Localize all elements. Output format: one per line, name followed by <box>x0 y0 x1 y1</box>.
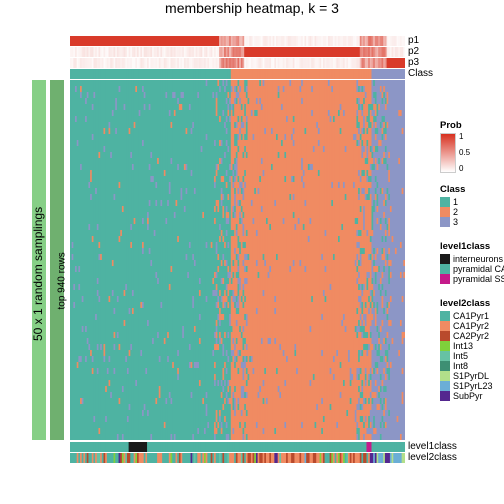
legend-label: CA1Pyr2 <box>453 321 489 331</box>
legend-swatch <box>440 381 450 391</box>
legend-level2: level2classCA1Pyr1CA1Pyr2CA2Pyr2Int13Int… <box>440 298 493 401</box>
legend-label: SubPyr <box>453 391 483 401</box>
legend-item: SubPyr <box>440 391 493 401</box>
legend-label: S1PyrL23 <box>453 381 493 391</box>
legend-item: pyramidal SS <box>440 274 504 284</box>
legend-label: 2 <box>453 207 458 217</box>
legend-swatch <box>440 371 450 381</box>
legend-swatch <box>440 217 450 227</box>
legend-prob-tick: 0.5 <box>459 148 470 157</box>
legend-swatch <box>440 311 450 321</box>
legend-label: S1PyrDL <box>453 371 489 381</box>
legend-swatch <box>440 264 450 274</box>
legend-level1-header: level1class <box>440 241 504 252</box>
legend-label: CA1Pyr1 <box>453 311 489 321</box>
legend-label: Int13 <box>453 341 473 351</box>
top-ann-2: p3 <box>408 57 419 68</box>
legend-swatch <box>440 391 450 401</box>
legend-swatch <box>440 197 450 207</box>
legend-class-header: Class <box>440 184 465 195</box>
legend-label: interneurons <box>453 254 503 264</box>
legend-class: Class 123 <box>440 184 465 227</box>
legend-swatch <box>440 274 450 284</box>
legend-swatch <box>440 254 450 264</box>
legend-swatch <box>440 207 450 217</box>
bottom-ann-1: level2class <box>408 452 457 463</box>
legend-swatch <box>440 321 450 331</box>
legend-prob-tick: 1 <box>459 132 463 141</box>
legend-item: Int13 <box>440 341 493 351</box>
legend-level2-header: level2class <box>440 298 493 309</box>
legend-label: Int5 <box>453 351 468 361</box>
legend-item: S1PyrDL <box>440 371 493 381</box>
left-outer-label: 50 x 1 random samplings <box>31 181 45 341</box>
legend-item: pyramidal CA1 <box>440 264 504 274</box>
legend-item: 3 <box>440 217 465 227</box>
legend-swatch <box>440 331 450 341</box>
legend-swatch <box>440 361 450 371</box>
top-ann-3: Class <box>408 68 433 79</box>
legend-item: Int5 <box>440 351 493 361</box>
chart-title: membership heatmap, k = 3 <box>0 0 504 16</box>
legend-item: CA2Pyr2 <box>440 331 493 341</box>
legend-item: S1PyrL23 <box>440 381 493 391</box>
left-inner-label: top 940 rows <box>57 210 68 310</box>
legend-item: 2 <box>440 207 465 217</box>
legend-prob-tick: 0 <box>459 164 463 173</box>
legend-label: 1 <box>453 197 458 207</box>
top-ann-1: p2 <box>408 46 419 57</box>
top-ann-0: p1 <box>408 35 419 46</box>
bottom-ann-0: level1class <box>408 441 457 452</box>
legend-label: pyramidal SS <box>453 274 504 284</box>
legend-label: CA2Pyr2 <box>453 331 489 341</box>
legend-item: CA1Pyr2 <box>440 321 493 331</box>
legend-item: Int8 <box>440 361 493 371</box>
legend-item: interneurons <box>440 254 504 264</box>
legend-label: Int8 <box>453 361 468 371</box>
legend-swatch <box>440 351 450 361</box>
legend-label: pyramidal CA1 <box>453 264 504 274</box>
legend-swatch <box>440 341 450 351</box>
legend-level1: level1class interneuronspyramidal CA1pyra… <box>440 241 504 284</box>
legend-prob-header: Prob <box>440 120 462 131</box>
legend-item: CA1Pyr1 <box>440 311 493 321</box>
legend-prob-gradient: 10.50 <box>440 133 456 173</box>
legend-item: 1 <box>440 197 465 207</box>
legend-label: 3 <box>453 217 458 227</box>
